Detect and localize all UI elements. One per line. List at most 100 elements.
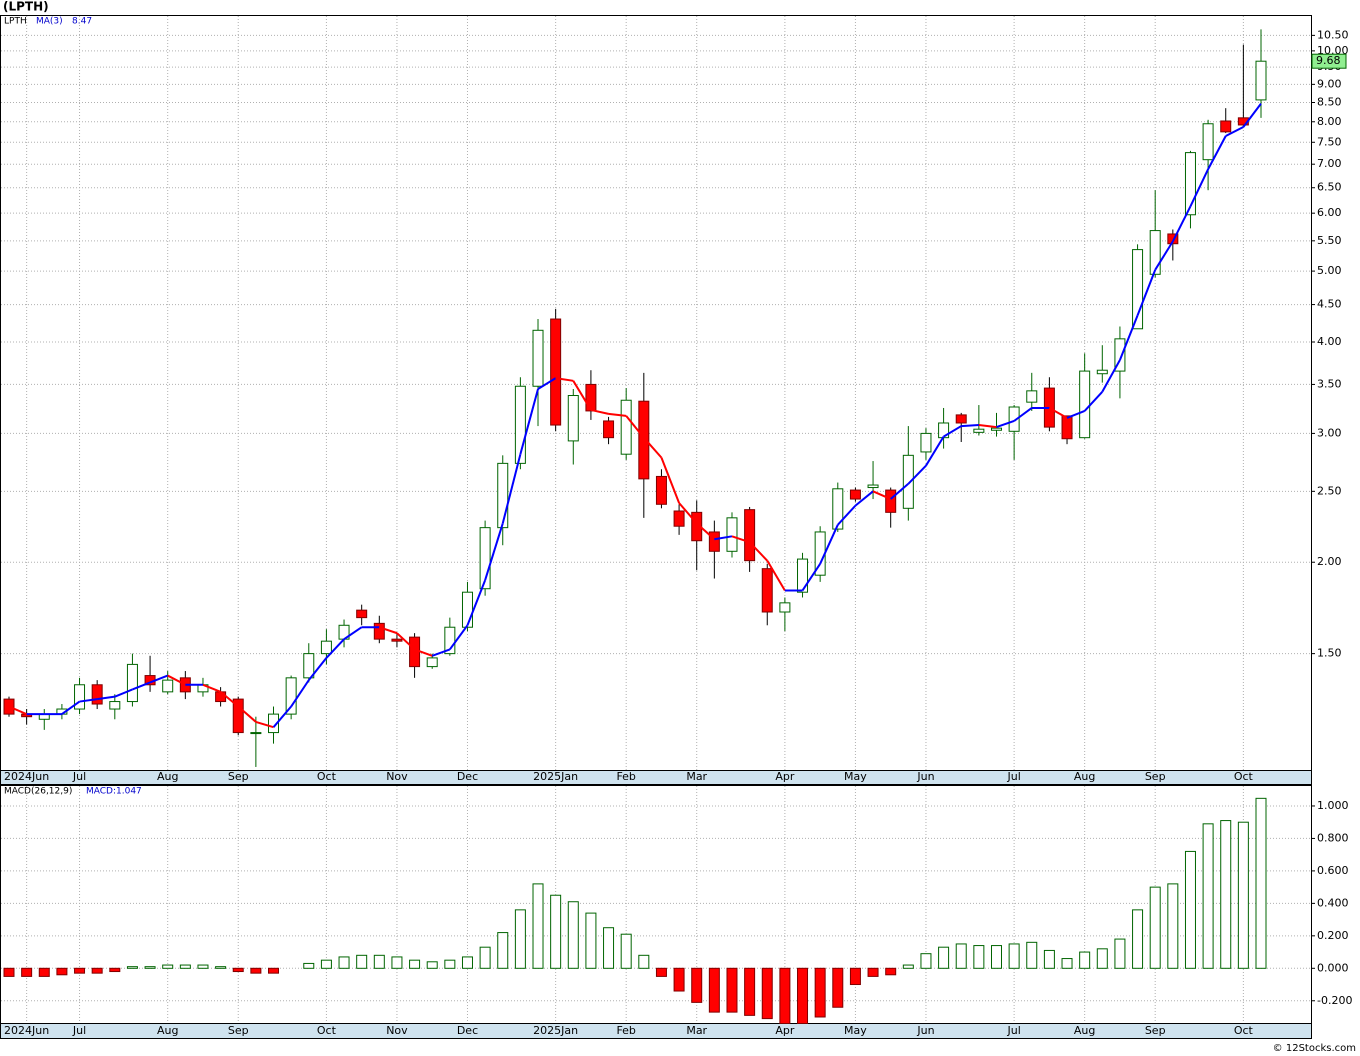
x-tick-label: 2024Jun (4, 1024, 49, 1037)
x-tick-label: Feb (616, 1024, 635, 1037)
ma-line (731, 535, 750, 544)
macd-bar (497, 932, 509, 969)
x-tick-label: Oct (1234, 1024, 1254, 1037)
legend-ma: MA(3) (36, 17, 63, 27)
ma-line (519, 388, 539, 455)
y-tick-label: 10.00 (1317, 44, 1349, 57)
macd-bar (320, 959, 332, 969)
candle-body (973, 428, 985, 433)
ma-line (678, 502, 698, 525)
macd-bar (109, 967, 121, 973)
macd-bar (479, 946, 491, 969)
macd-bar (215, 966, 227, 969)
x-tick-label: 2025Jan (533, 770, 578, 783)
x-tick-label: Aug (157, 1024, 178, 1037)
candle-body (391, 638, 403, 642)
macd-bar (1114, 938, 1126, 969)
y-tick-label: 3.50 (1317, 377, 1342, 390)
ma-line (61, 700, 81, 715)
legend-ma-value: 8.47 (72, 17, 92, 27)
candle-body (426, 657, 438, 668)
ma-line (854, 490, 874, 507)
y-tick-label: 8.00 (1317, 115, 1342, 128)
chart-title: (LPTH) (3, 0, 49, 14)
x-tick-label: Apr (775, 770, 795, 783)
x-tick-label: Nov (386, 770, 408, 783)
y-tick-label: 0.200 (1317, 929, 1349, 942)
ma-line (696, 522, 716, 540)
ma-line (97, 695, 115, 701)
macd-bar (179, 964, 191, 969)
macd-bar (814, 967, 826, 1018)
candle-body (1255, 60, 1267, 101)
ma-line (501, 453, 522, 524)
ma-line (555, 377, 574, 382)
macd-bar (1149, 886, 1161, 969)
ma-line (1207, 135, 1227, 170)
ma-line (801, 563, 821, 592)
macd-bar (1220, 820, 1232, 969)
y-tick-label: 2.50 (1317, 484, 1342, 497)
candle-body (74, 684, 86, 710)
legend-macd: MACD(26,12,9) (4, 787, 72, 797)
macd-bar (1008, 943, 1020, 969)
candle-body (1008, 406, 1020, 432)
macd-bar (532, 883, 544, 969)
candle-body (285, 677, 297, 715)
macd-bar (708, 967, 720, 1013)
x-tick-label: Jul (72, 770, 86, 783)
ma-line (378, 626, 398, 635)
ma-line (396, 632, 416, 651)
macd-bar (620, 933, 632, 969)
y-tick-label: 1.000 (1317, 799, 1349, 812)
macd-bar (232, 967, 244, 973)
ma-line (414, 648, 433, 657)
candle-body (1202, 123, 1214, 161)
legend-macd-value: MACD:1.047 (86, 787, 142, 797)
x-axis-strip (0, 770, 1312, 785)
y-tick-label: 0.800 (1317, 831, 1349, 844)
macd-bar (832, 967, 844, 1008)
candle-body (232, 698, 244, 734)
candle-body (726, 517, 738, 552)
ma-line (819, 524, 839, 565)
macd-bar (567, 901, 579, 969)
candle-body (1114, 338, 1126, 372)
macd-bar (391, 956, 403, 969)
candle-body (655, 475, 667, 505)
macd-bar (268, 967, 280, 974)
candle-body (1026, 390, 1038, 403)
macd-bar (21, 967, 33, 977)
candle-body (638, 400, 650, 480)
ma-line (202, 683, 221, 693)
macd-bar (885, 967, 897, 976)
macd-bar (38, 967, 50, 977)
macd-bar (673, 967, 685, 992)
candle-body (885, 489, 897, 513)
macd-bar (197, 964, 209, 969)
candle-body (373, 622, 385, 640)
macd-bar (1026, 941, 1038, 969)
ma-line (1066, 409, 1086, 419)
macd-bar (162, 964, 174, 969)
ma-line (1242, 103, 1262, 128)
ma-line (1118, 314, 1139, 361)
x-tick-label: Feb (616, 770, 635, 783)
candle-body (1132, 249, 1144, 330)
macd-bar (1061, 958, 1073, 969)
candle-body (514, 385, 526, 464)
macd-bar (1096, 948, 1108, 969)
candle-body (250, 732, 262, 735)
macd-bar (444, 959, 456, 969)
ma-line (907, 465, 927, 485)
candle-body (761, 568, 773, 613)
macd-bar (409, 959, 421, 969)
x-tick-label: Dec (457, 1024, 478, 1037)
y-tick-label: 7.00 (1317, 157, 1342, 170)
x-tick-label: Nov (386, 1024, 408, 1037)
ma-line (660, 457, 681, 504)
macd-bar (74, 967, 86, 974)
ma-line (484, 523, 504, 581)
macd-bar (902, 964, 914, 969)
ma-line (8, 705, 28, 716)
